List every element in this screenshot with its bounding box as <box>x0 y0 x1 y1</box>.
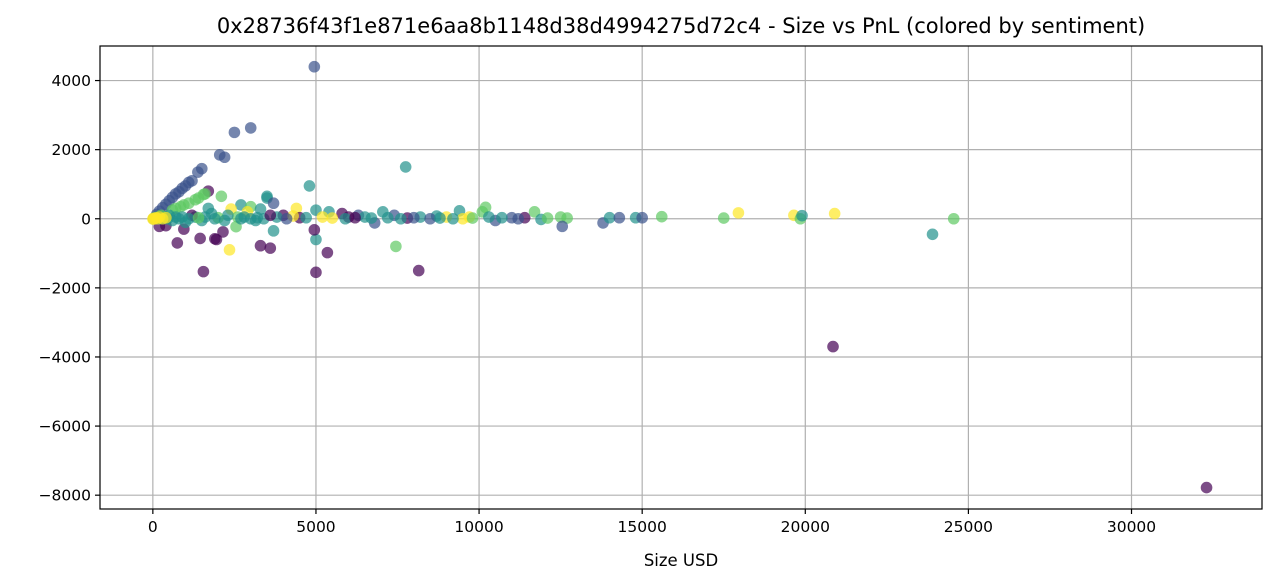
y-tick-label: 0 <box>81 210 91 228</box>
data-point <box>947 212 960 225</box>
data-point <box>280 212 293 225</box>
chart-title: 0x28736f43f1e871e6aa8b1148d38d4994275d72… <box>217 14 1145 38</box>
data-point <box>339 212 352 225</box>
x-tick-label: 0 <box>148 518 158 536</box>
data-point <box>223 244 236 256</box>
data-point <box>655 210 668 223</box>
y-tick-label: 2000 <box>52 141 91 159</box>
data-point <box>399 161 412 173</box>
data-point <box>732 207 745 219</box>
data-point <box>381 211 394 224</box>
data-point <box>434 212 446 224</box>
data-point <box>349 211 361 224</box>
data-point <box>218 214 231 227</box>
data-point <box>267 225 280 237</box>
data-point <box>496 211 508 224</box>
data-point <box>171 237 184 249</box>
data-point <box>636 211 648 224</box>
data-point <box>365 212 378 224</box>
axis-ticks: 0 5000 10000 15000 20000 25000 30000−8000−6000… <box>39 72 1157 536</box>
data-point <box>316 211 329 223</box>
x-tick-label: 5000 <box>296 518 335 536</box>
data-point <box>194 232 206 245</box>
x-tick-label: 30000 <box>1107 518 1156 536</box>
y-tick-label: −8000 <box>39 487 91 505</box>
data-point <box>310 266 322 279</box>
data-point <box>447 212 459 225</box>
x-axis-label: Size USD <box>644 551 718 570</box>
x-tick-label: 15000 <box>618 518 667 536</box>
data-point <box>1200 481 1213 494</box>
data-point <box>796 209 808 222</box>
data-point <box>147 213 159 225</box>
data-point <box>827 340 839 353</box>
data-point <box>300 211 312 224</box>
data-point <box>264 209 277 222</box>
data-point <box>390 240 402 253</box>
data-point <box>217 226 229 238</box>
data-points <box>147 60 1213 494</box>
x-tick-label: 10000 <box>454 518 503 536</box>
data-point <box>218 151 231 164</box>
data-point <box>308 224 321 236</box>
y-tick-label: −6000 <box>39 418 91 436</box>
data-point <box>210 233 223 246</box>
data-point <box>321 246 334 259</box>
data-point <box>251 211 264 224</box>
data-point <box>308 60 321 73</box>
data-point <box>603 211 616 224</box>
data-point <box>326 212 339 224</box>
data-point <box>215 190 228 203</box>
plot-frame <box>99 45 1263 510</box>
y-tick-label: −4000 <box>39 348 91 366</box>
data-point <box>228 126 241 139</box>
data-point <box>192 211 205 224</box>
y-tick-label: −2000 <box>39 279 91 297</box>
data-point <box>267 197 280 210</box>
data-point <box>303 180 316 192</box>
data-point <box>235 212 247 225</box>
data-point <box>613 211 626 224</box>
data-point <box>182 212 195 225</box>
data-point <box>394 212 407 225</box>
data-point <box>717 212 730 224</box>
data-point <box>424 212 436 225</box>
data-point <box>541 212 554 224</box>
y-tick-label: 4000 <box>52 72 91 90</box>
data-point <box>310 233 322 246</box>
data-point <box>264 242 277 254</box>
data-point <box>556 220 569 233</box>
data-point <box>192 166 204 178</box>
x-tick-label: 25000 <box>944 518 993 536</box>
data-point <box>199 188 211 200</box>
data-point <box>412 264 425 277</box>
data-point <box>254 239 267 252</box>
data-point <box>466 212 479 224</box>
data-point <box>926 228 939 241</box>
data-point <box>209 212 221 225</box>
data-point <box>483 211 495 223</box>
data-point <box>512 212 525 225</box>
x-tick-label: 20000 <box>781 518 830 536</box>
data-point <box>408 211 420 224</box>
data-point <box>528 206 541 218</box>
data-point <box>197 265 210 278</box>
data-point <box>828 207 841 220</box>
data-point <box>244 122 257 134</box>
